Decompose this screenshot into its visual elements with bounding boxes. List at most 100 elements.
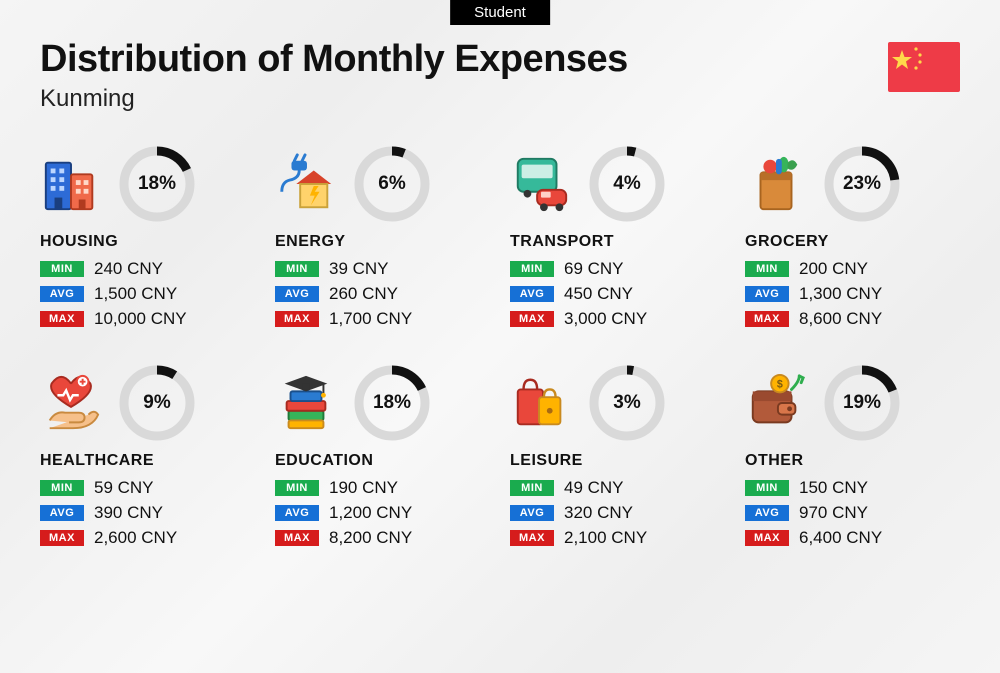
stat-avg: AVG 970 CNY <box>745 503 960 523</box>
max-value: 2,100 CNY <box>564 528 647 548</box>
category-card-energy: 6%ENERGYMIN39 CNYAVG260 CNYMAX1,700 CNY <box>275 145 490 334</box>
student-badge: Student <box>450 0 550 25</box>
stat-min: MIN150 CNY <box>745 478 960 498</box>
grocery-bag-icon <box>745 153 807 215</box>
shopping-bags-icon <box>510 372 572 434</box>
category-card-transport: 4% TRANSPORT MIN 69 CNY AVG450 CNY MAX 3,000 C… <box>510 145 725 334</box>
avg-value: 1,200 CNY <box>329 503 412 523</box>
stat-avg: AVG390 CNY <box>40 503 255 523</box>
header: Distribution of Monthly Expenses Kunming <box>40 38 960 113</box>
stat-avg: AVG450 CNY <box>510 284 725 304</box>
max-value: 1,700 CNY <box>329 309 412 329</box>
percent-label: 19% <box>843 392 881 414</box>
avg-tag: AVG <box>510 286 554 302</box>
avg-value: 970 CNY <box>799 503 868 523</box>
stat-min: MIN 49 CNY <box>510 478 725 498</box>
stat-avg: AVG 1,300 CNY <box>745 284 960 304</box>
min-value: 190 CNY <box>329 478 398 498</box>
avg-tag: AVG <box>510 505 554 521</box>
svg-text:$: $ <box>777 379 783 391</box>
stat-min: MIN190 CNY <box>275 478 490 498</box>
min-tag: MIN <box>745 480 789 496</box>
avg-value: 1,500 CNY <box>94 284 177 304</box>
category-name: LEISURE <box>510 452 725 470</box>
max-tag: MAX <box>275 530 319 546</box>
china-flag-icon <box>888 42 960 92</box>
category-card-healthcare: 9%HEALTHCAREMIN59 CNYAVG390 CNYMAX2,600 … <box>40 364 255 553</box>
page-subtitle: Kunming <box>40 85 628 113</box>
percent-donut: 19% <box>823 364 901 442</box>
stat-max: MAX 3,000 CNY <box>510 309 725 329</box>
percent-donut: 23% <box>823 145 901 223</box>
stat-min: MIN39 CNY <box>275 259 490 279</box>
percent-donut: 9% <box>118 364 196 442</box>
stat-max: MAX 8,200 CNY <box>275 528 490 548</box>
min-tag: MIN <box>275 261 319 277</box>
max-value: 2,600 CNY <box>94 528 177 548</box>
avg-value: 260 CNY <box>329 284 398 304</box>
percent-label: 6% <box>378 173 405 195</box>
avg-tag: AVG <box>40 286 84 302</box>
stat-min: MIN 69 CNY <box>510 259 725 279</box>
avg-tag: AVG <box>745 286 789 302</box>
max-tag: MAX <box>745 311 789 327</box>
stat-min: MIN 59 CNY <box>40 478 255 498</box>
max-value: 6,400 CNY <box>799 528 882 548</box>
percent-donut: 6% <box>353 145 431 223</box>
min-value: 59 CNY <box>94 478 154 498</box>
percent-label: 18% <box>373 392 411 414</box>
max-tag: MAX <box>40 530 84 546</box>
category-name: TRANSPORT <box>510 233 725 251</box>
avg-tag: AVG <box>275 286 319 302</box>
stat-min: MIN 200 CNY <box>745 259 960 279</box>
min-value: 240 CNY <box>94 259 163 279</box>
min-tag: MIN <box>40 261 84 277</box>
max-value: 8,200 CNY <box>329 528 412 548</box>
min-tag: MIN <box>745 261 789 277</box>
category-card-other: $19% OTHER MIN150 CNY AVG 970 CNY MAX 6,400 CN… <box>745 364 960 553</box>
categories-grid: 18%HOUSINGMIN240 CNYAVG1,500 CNYMAX10,00… <box>40 145 960 553</box>
stat-avg: AVG 260 CNY <box>275 284 490 304</box>
max-value: 10,000 CNY <box>94 309 187 329</box>
category-card-grocery: 23% GROCERY MIN 200 CNY AVG 1,300 CNY MAX 8,600… <box>745 145 960 334</box>
percent-label: 23% <box>843 173 881 195</box>
min-value: 49 CNY <box>564 478 624 498</box>
min-tag: MIN <box>510 261 554 277</box>
category-name: GROCERY <box>745 233 960 251</box>
max-tag: MAX <box>745 530 789 546</box>
percent-donut: 3% <box>588 364 666 442</box>
percent-label: 18% <box>138 173 176 195</box>
category-card-education: 18%EDUCATIONMIN190 CNYAVG1,200 CNYMAX8,2… <box>275 364 490 553</box>
page-title: Distribution of Monthly Expenses <box>40 38 628 81</box>
buildings-icon <box>40 153 102 215</box>
wallet-arrow-icon: $ <box>745 372 807 434</box>
avg-value: 1,300 CNY <box>799 284 882 304</box>
max-value: 3,000 CNY <box>564 309 647 329</box>
category-name: OTHER <box>745 452 960 470</box>
percent-label: 4% <box>613 173 640 195</box>
stat-avg: AVG1,200 CNY <box>275 503 490 523</box>
stat-max: MAX 1,700 CNY <box>275 309 490 329</box>
heart-hand-icon <box>40 372 102 434</box>
avg-value: 320 CNY <box>564 503 633 523</box>
category-card-leisure: 3% LEISURE MIN 49 CNY AVG 320 CNY MAX2,100 CNY <box>510 364 725 553</box>
stat-max: MAX2,100 CNY <box>510 528 725 548</box>
percent-label: 9% <box>143 392 170 414</box>
avg-tag: AVG <box>745 505 789 521</box>
category-card-housing: 18%HOUSINGMIN240 CNYAVG1,500 CNYMAX10,00… <box>40 145 255 334</box>
min-value: 200 CNY <box>799 259 868 279</box>
stat-max: MAX 8,600 CNY <box>745 309 960 329</box>
stat-avg: AVG 320 CNY <box>510 503 725 523</box>
min-value: 69 CNY <box>564 259 624 279</box>
percent-label: 3% <box>613 392 640 414</box>
min-tag: MIN <box>40 480 84 496</box>
max-value: 8,600 CNY <box>799 309 882 329</box>
grad-books-icon <box>275 372 337 434</box>
max-tag: MAX <box>510 311 554 327</box>
min-tag: MIN <box>510 480 554 496</box>
stat-avg: AVG 1,500 CNY <box>40 284 255 304</box>
max-tag: MAX <box>275 311 319 327</box>
percent-donut: 18% <box>118 145 196 223</box>
max-tag: MAX <box>40 311 84 327</box>
avg-value: 390 CNY <box>94 503 163 523</box>
